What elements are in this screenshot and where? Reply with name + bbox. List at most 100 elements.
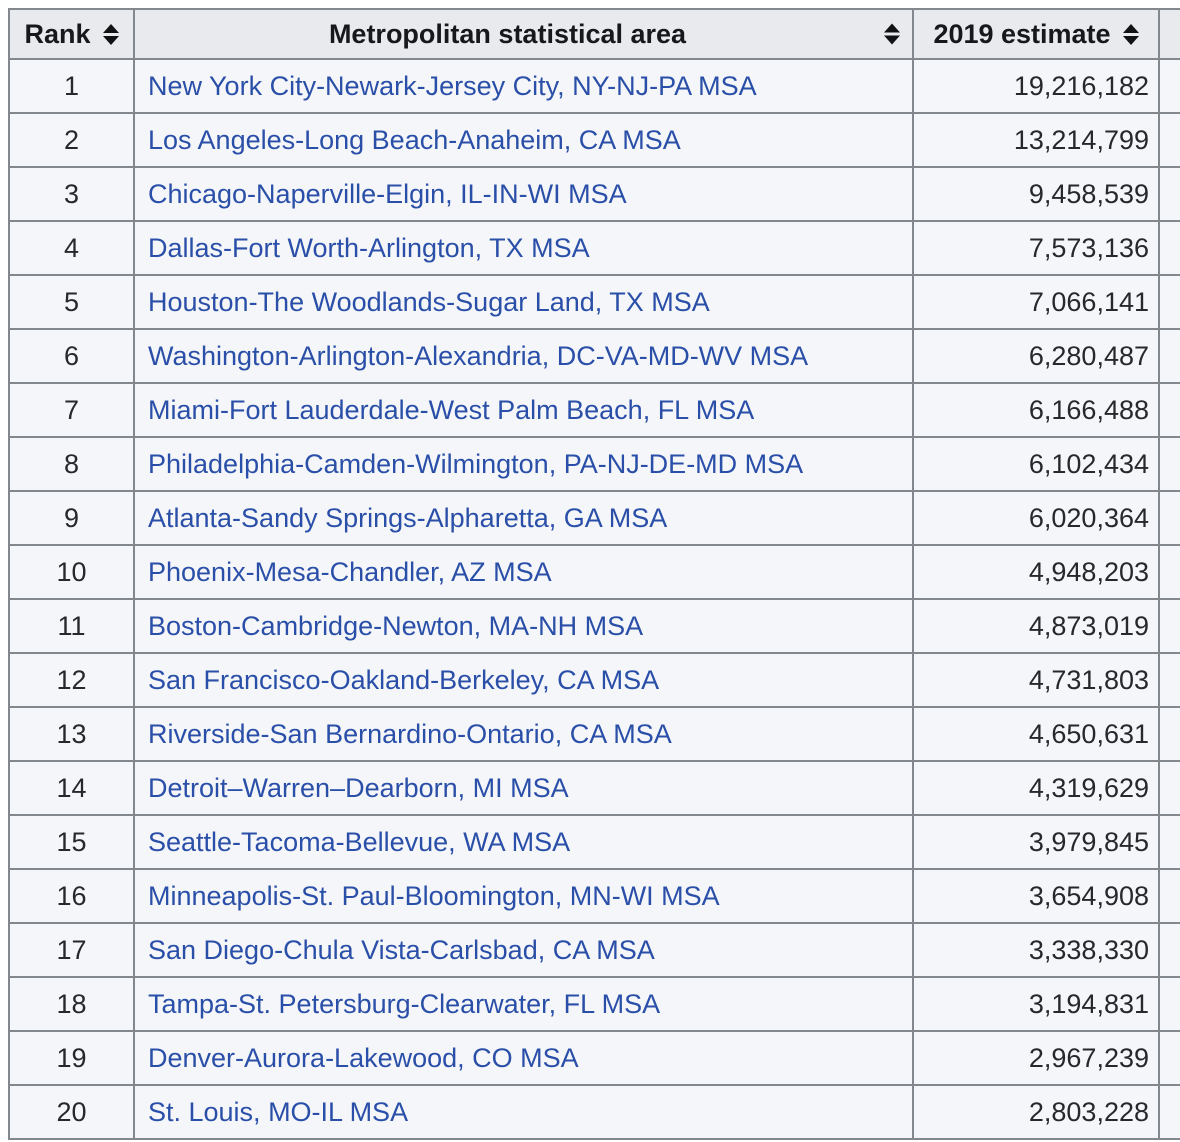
- estimate-cell: 4,873,019: [912, 598, 1160, 654]
- table-row: 13 Riverside-San Bernardino-Ontario, CA …: [8, 706, 1180, 762]
- clipped-cell: [1158, 436, 1180, 492]
- rank-cell: 15: [8, 814, 135, 870]
- rank-cell: 13: [8, 706, 135, 762]
- area-link[interactable]: Phoenix-Mesa-Chandler, AZ MSA: [148, 556, 552, 587]
- sort-up-arrow-icon: [102, 23, 119, 33]
- area-cell: Minneapolis-St. Paul-Bloomington, MN-WI …: [133, 868, 914, 924]
- area-link[interactable]: Riverside-San Bernardino-Ontario, CA MSA: [148, 718, 672, 749]
- area-cell: St. Louis, MO-IL MSA: [133, 1084, 914, 1140]
- rank-cell: 2: [8, 112, 135, 168]
- table-row: 1 New York City-Newark-Jersey City, NY-N…: [8, 58, 1180, 114]
- estimate-cell: 3,194,831: [912, 976, 1160, 1032]
- rank-cell: 18: [8, 976, 135, 1032]
- clipped-cell: [1158, 112, 1180, 168]
- rank-cell: 11: [8, 598, 135, 654]
- area-link[interactable]: Boston-Cambridge-Newton, MA-NH MSA: [148, 610, 644, 641]
- area-link[interactable]: San Francisco-Oakland-Berkeley, CA MSA: [148, 664, 660, 695]
- table-row: 6 Washington-Arlington-Alexandria, DC-VA…: [8, 328, 1180, 384]
- area-cell: San Francisco-Oakland-Berkeley, CA MSA: [133, 652, 914, 708]
- table-row: 19 Denver-Aurora-Lakewood, CO MSA 2,967,…: [8, 1030, 1180, 1086]
- estimate-cell: 6,102,434: [912, 436, 1160, 492]
- estimate-cell: 3,654,908: [912, 868, 1160, 924]
- area-cell: Denver-Aurora-Lakewood, CO MSA: [133, 1030, 914, 1086]
- area-link[interactable]: Washington-Arlington-Alexandria, DC-VA-M…: [148, 340, 809, 371]
- clipped-cell: [1158, 382, 1180, 438]
- clipped-cell: [1158, 922, 1180, 978]
- area-cell: New York City-Newark-Jersey City, NY-NJ-…: [133, 58, 914, 114]
- area-link[interactable]: San Diego-Chula Vista-Carlsbad, CA MSA: [148, 934, 655, 965]
- estimate-cell: 7,573,136: [912, 220, 1160, 276]
- rank-cell: 14: [8, 760, 135, 816]
- table-row: 3 Chicago-Naperville-Elgin, IL-IN-WI MSA…: [8, 166, 1180, 222]
- table-row: 20 St. Louis, MO-IL MSA 2,803,228: [8, 1084, 1180, 1140]
- estimate-cell: 4,948,203: [912, 544, 1160, 600]
- area-link[interactable]: Tampa-St. Petersburg-Clearwater, FL MSA: [148, 988, 661, 1019]
- estimate-cell: 7,066,141: [912, 274, 1160, 330]
- area-cell: Detroit–Warren–Dearborn, MI MSA: [133, 760, 914, 816]
- column-header-metropolitan-area-label: Metropolitan statistical area: [328, 18, 687, 49]
- sort-icon: [1122, 23, 1139, 45]
- clipped-cell: [1158, 328, 1180, 384]
- clipped-cell: [1158, 274, 1180, 330]
- clipped-cell: [1158, 976, 1180, 1032]
- clipped-cell: [1158, 706, 1180, 762]
- clipped-cell: [1158, 598, 1180, 654]
- rank-cell: 19: [8, 1030, 135, 1086]
- area-link[interactable]: Dallas-Fort Worth-Arlington, TX MSA: [148, 232, 590, 263]
- rank-cell: 10: [8, 544, 135, 600]
- column-header-metropolitan-area[interactable]: Metropolitan statistical area: [133, 8, 914, 60]
- area-link[interactable]: Houston-The Woodlands-Sugar Land, TX MSA: [148, 286, 710, 317]
- header-row: Rank Metropolitan statistical area 2019 …: [8, 8, 1180, 60]
- column-header-rank[interactable]: Rank: [8, 8, 135, 60]
- area-link[interactable]: Seattle-Tacoma-Bellevue, WA MSA: [148, 826, 571, 857]
- column-header-2019-estimate[interactable]: 2019 estimate: [912, 8, 1160, 60]
- area-cell: Dallas-Fort Worth-Arlington, TX MSA: [133, 220, 914, 276]
- table-row: 9 Atlanta-Sandy Springs-Alpharetta, GA M…: [8, 490, 1180, 546]
- estimate-cell: 4,650,631: [912, 706, 1160, 762]
- area-link[interactable]: New York City-Newark-Jersey City, NY-NJ-…: [148, 70, 757, 101]
- table-row: 14 Detroit–Warren–Dearborn, MI MSA 4,319…: [8, 760, 1180, 816]
- rank-cell: 5: [8, 274, 135, 330]
- area-link[interactable]: Denver-Aurora-Lakewood, CO MSA: [148, 1042, 579, 1073]
- area-link[interactable]: Miami-Fort Lauderdale-West Palm Beach, F…: [148, 394, 755, 425]
- clipped-cell: [1158, 814, 1180, 870]
- table-row: 18 Tampa-St. Petersburg-Clearwater, FL M…: [8, 976, 1180, 1032]
- estimate-cell: 6,020,364: [912, 490, 1160, 546]
- rank-cell: 16: [8, 868, 135, 924]
- area-cell: Tampa-St. Petersburg-Clearwater, FL MSA: [133, 976, 914, 1032]
- sort-icon: [884, 23, 900, 45]
- sort-up-arrow-icon: [884, 23, 900, 33]
- sort-icon: [102, 23, 119, 45]
- rank-cell: 4: [8, 220, 135, 276]
- estimate-cell: 4,731,803: [912, 652, 1160, 708]
- area-cell: Los Angeles-Long Beach-Anaheim, CA MSA: [133, 112, 914, 168]
- area-cell: Miami-Fort Lauderdale-West Palm Beach, F…: [133, 382, 914, 438]
- area-link[interactable]: Detroit–Warren–Dearborn, MI MSA: [148, 772, 569, 803]
- sort-down-arrow-icon: [102, 35, 119, 45]
- estimate-cell: 9,458,539: [912, 166, 1160, 222]
- area-link[interactable]: Los Angeles-Long Beach-Anaheim, CA MSA: [148, 124, 681, 155]
- table-row: 16 Minneapolis-St. Paul-Bloomington, MN-…: [8, 868, 1180, 924]
- area-link[interactable]: St. Louis, MO-IL MSA: [148, 1096, 409, 1127]
- area-link[interactable]: Atlanta-Sandy Springs-Alpharetta, GA MSA: [148, 502, 668, 533]
- rank-cell: 1: [8, 58, 135, 114]
- area-cell: Houston-The Woodlands-Sugar Land, TX MSA: [133, 274, 914, 330]
- area-cell: Philadelphia-Camden-Wilmington, PA-NJ-DE…: [133, 436, 914, 492]
- estimate-cell: 2,967,239: [912, 1030, 1160, 1086]
- msa-population-table: Rank Metropolitan statistical area 2019 …: [8, 8, 1180, 1140]
- table-row: 8 Philadelphia-Camden-Wilmington, PA-NJ-…: [8, 436, 1180, 492]
- estimate-cell: 6,280,487: [912, 328, 1160, 384]
- table-row: 2 Los Angeles-Long Beach-Anaheim, CA MSA…: [8, 112, 1180, 168]
- area-cell: Riverside-San Bernardino-Ontario, CA MSA: [133, 706, 914, 762]
- table-row: 10 Phoenix-Mesa-Chandler, AZ MSA 4,948,2…: [8, 544, 1180, 600]
- sort-down-arrow-icon: [1122, 35, 1139, 45]
- area-cell: Boston-Cambridge-Newton, MA-NH MSA: [133, 598, 914, 654]
- table-viewport: Rank Metropolitan statistical area 2019 …: [8, 8, 1180, 1142]
- area-link[interactable]: Chicago-Naperville-Elgin, IL-IN-WI MSA: [148, 178, 627, 209]
- area-link[interactable]: Philadelphia-Camden-Wilmington, PA-NJ-DE…: [148, 448, 804, 479]
- rank-cell: 20: [8, 1084, 135, 1140]
- sort-down-arrow-icon: [884, 35, 900, 45]
- table-row: 12 San Francisco-Oakland-Berkeley, CA MS…: [8, 652, 1180, 708]
- area-cell: Atlanta-Sandy Springs-Alpharetta, GA MSA: [133, 490, 914, 546]
- area-link[interactable]: Minneapolis-St. Paul-Bloomington, MN-WI …: [148, 880, 720, 911]
